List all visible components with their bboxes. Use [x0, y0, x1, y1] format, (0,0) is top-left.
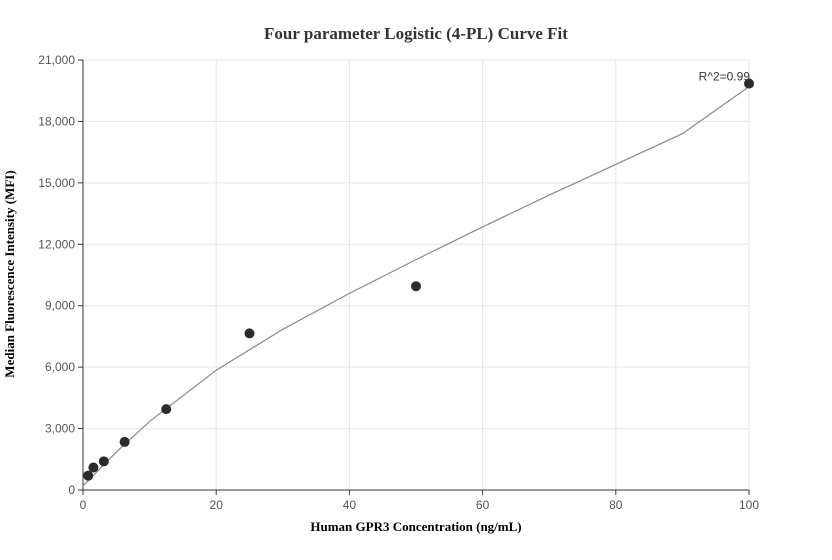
data-point — [411, 281, 421, 292]
x-tick-label: 100 — [739, 498, 759, 512]
y-tick-label: 3,000 — [45, 422, 75, 436]
y-tick-label: 6,000 — [45, 360, 75, 374]
y-axis-title: Median Fluorescence Intensity (MFI) — [2, 170, 17, 377]
y-tick-label: 21,000 — [38, 53, 75, 67]
data-point — [98, 456, 109, 467]
y-tick-label: 9,000 — [45, 299, 75, 313]
r-squared-annotation: R^2=0.99 — [699, 70, 751, 84]
y-tick-label: 0 — [68, 483, 75, 497]
data-point — [119, 436, 130, 447]
x-tick-label: 20 — [210, 498, 224, 512]
x-tick-label: 40 — [343, 498, 357, 512]
y-tick-label: 15,000 — [38, 176, 75, 190]
x-tick-label: 0 — [80, 498, 87, 512]
chart-title: Four parameter Logistic (4-PL) Curve Fit — [264, 24, 568, 43]
data-point — [244, 328, 255, 339]
data-points — [83, 78, 754, 481]
fit-curve — [82, 86, 750, 487]
x-axis-ticks: 0 20 40 60 80 100 — [80, 490, 759, 512]
x-axis-title: Human GPR3 Concentration (ng/mL) — [310, 519, 521, 534]
axes — [82, 60, 749, 491]
data-point — [88, 462, 99, 473]
y-axis-ticks: 0 3,000 6,000 9,000 12,000 15,000 18,000 21,000 — [38, 53, 83, 497]
data-point — [744, 78, 754, 89]
y-tick-label: 12,000 — [38, 237, 75, 251]
data-point — [83, 470, 94, 481]
fit-curve-group — [82, 86, 750, 487]
data-point — [161, 404, 172, 415]
x-tick-label: 80 — [609, 498, 623, 512]
gridlines — [83, 59, 750, 490]
y-tick-label: 18,000 — [38, 114, 75, 128]
x-tick-label: 60 — [476, 498, 490, 512]
